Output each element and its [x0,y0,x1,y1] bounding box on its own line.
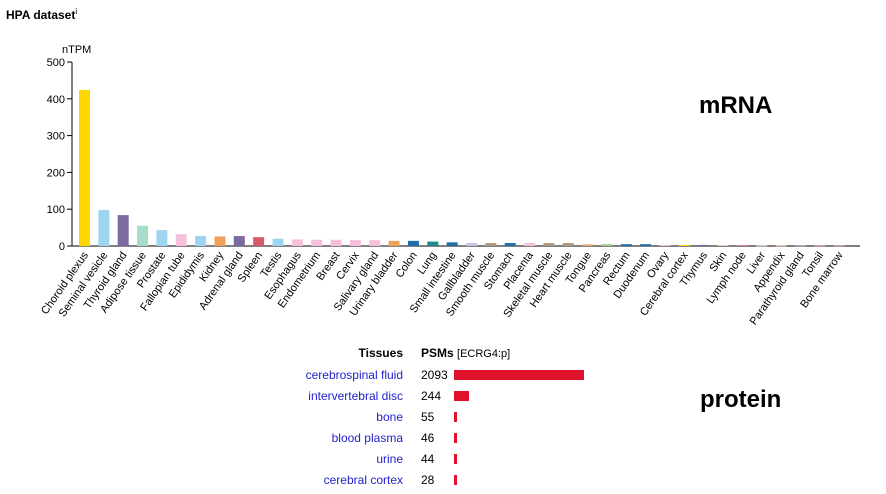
x-tick-label: Colon [394,250,420,280]
bar-duodenum[interactable] [640,244,652,246]
bar-adipose-tissue[interactable] [137,225,149,246]
bar-epididymis[interactable] [195,236,207,246]
bar-gallbladder[interactable] [466,243,477,246]
bar-placenta[interactable] [524,243,536,246]
psm-bar [454,475,457,485]
y-tick-label: 300 [47,131,65,143]
psms-subheader: [ECRG4:p] [457,348,511,360]
bar-parathyroid-gland[interactable] [794,245,806,247]
psm-value: 46 [421,431,435,445]
tissue-link[interactable]: cerebrospinal fluid [305,368,403,382]
bar-cerebral-cortex[interactable] [678,244,690,246]
bar-thymus[interactable] [698,244,710,246]
bar-rectum[interactable] [620,244,632,246]
y-tick-label: 500 [47,57,65,69]
bar-seminal-vesicle[interactable] [98,209,110,246]
protein-row: blood plasma 46 [0,431,886,452]
bar-tonsil[interactable] [814,245,826,247]
bar-lung[interactable] [427,241,439,246]
psm-bar [454,412,458,422]
y-tick-label: 0 [59,241,65,253]
dataset-title-text: HPA dataset [6,8,76,22]
protein-row: urine 44 [0,452,886,473]
bar-skin[interactable] [717,245,729,246]
psm-value: 244 [421,389,442,403]
psm-bar [454,391,470,401]
bar-spleen[interactable] [253,237,265,246]
bar-cervix[interactable] [349,240,361,246]
bar-tongue[interactable] [582,244,594,246]
bar-adrenal-gland[interactable] [233,236,245,246]
bar-breast[interactable] [330,239,342,246]
tissues-header: Tissues [358,346,403,360]
y-axis-label: nTPM [62,44,91,56]
bar-lymph-node[interactable] [736,245,748,246]
bar-esophagus[interactable] [291,239,303,246]
tissue-link[interactable]: bone [376,410,403,424]
tissue-link[interactable]: intervertebral disc [308,389,403,403]
psm-bar [454,454,457,464]
protein-label: protein [700,386,782,413]
psm-bar [454,370,584,380]
protein-row: cerebral cortex 28 [0,473,886,494]
bar-smooth-muscle[interactable] [485,243,497,246]
bar-ovary[interactable] [659,244,671,246]
bar-urinary-bladder[interactable] [388,240,400,246]
tissue-link[interactable]: urine [376,452,403,466]
bar-liver[interactable] [756,245,768,247]
bar-choroid-plexus[interactable] [79,89,90,246]
psm-value: 2093 [421,368,448,382]
bar-appendix[interactable] [775,245,787,247]
tissue-link[interactable]: blood plasma [331,431,403,445]
psm-bar [454,433,457,443]
bar-testis[interactable] [272,238,284,246]
bar-endometrium[interactable] [311,239,323,246]
bar-bone-marrow[interactable] [833,245,845,247]
bar-heart-muscle[interactable] [562,243,574,246]
bar-fallopian-tube[interactable] [175,234,187,246]
bar-salivary-gland[interactable] [369,240,381,246]
psm-value: 28 [421,473,435,487]
bar-skeletal-muscle[interactable] [543,243,555,246]
bar-kidney[interactable] [214,236,226,246]
y-axis: 0 100 200 300 400 500 [47,57,860,253]
y-tick-label: 100 [47,204,65,216]
info-mark[interactable]: i [75,7,78,16]
y-tick-label: 400 [47,94,65,106]
mrna-bar-chart: nTPM 0 100 200 300 400 500 Choroid plexusSemi… [39,44,860,327]
bar-prostate[interactable] [156,230,168,246]
psms-header: PSMs [ECRG4:p] [421,346,511,360]
bar-pancreas[interactable] [601,244,613,246]
dataset-title: HPA dataseti [6,7,77,22]
y-tick-label: 200 [47,167,65,179]
bar-thyroid-gland[interactable] [117,215,129,246]
bar-small-intestine[interactable] [446,242,458,246]
bar-stomach[interactable] [504,243,516,246]
psm-value: 44 [421,452,435,466]
tissue-link[interactable]: cerebral cortex [323,473,403,487]
psm-value: 55 [421,410,435,424]
bars [79,89,845,247]
bar-colon[interactable] [407,240,419,246]
mrna-label: mRNA [699,92,773,119]
